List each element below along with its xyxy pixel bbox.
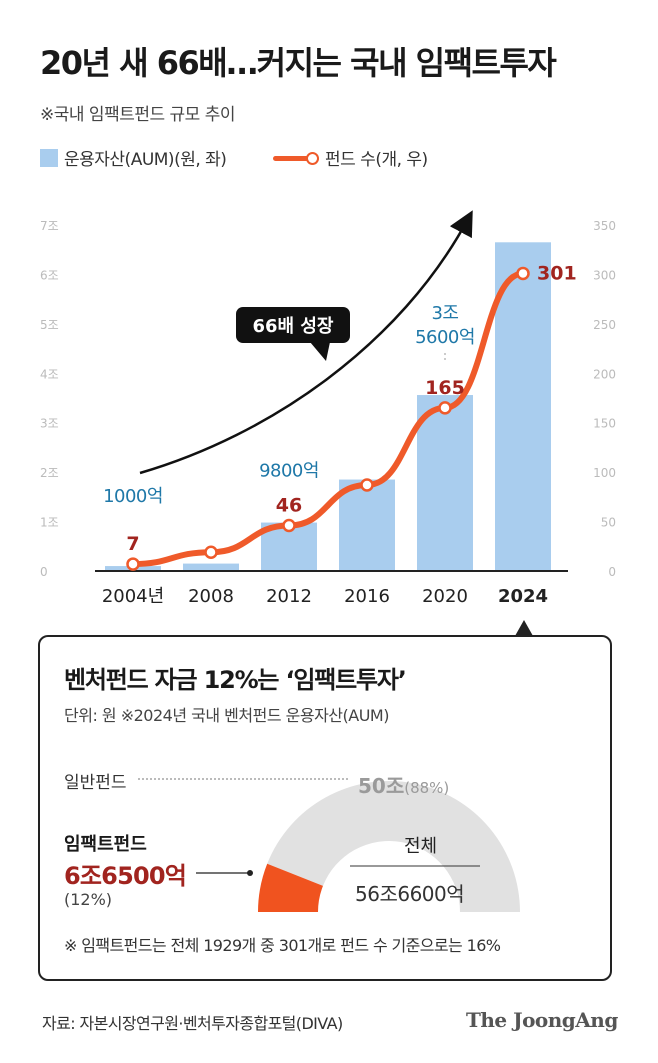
left-axis-tick: 2조 <box>40 466 59 480</box>
fund-growth-chart: 0 1조 2조 3조 4조 5조 6조 7조 0 50 100 150 200 250 300 350 66배 … <box>40 195 616 607</box>
left-axis-tick: 3조 <box>40 417 59 431</box>
legend-aum: 운용자산(AUM)(원, 좌) <box>40 145 227 170</box>
left-axis-tick: 1조 <box>40 516 59 530</box>
x-axis-tick: 2016 <box>344 586 390 607</box>
left-axis-tick: 4조 <box>40 367 59 381</box>
aum-bar <box>339 479 395 571</box>
total-label: 전체 <box>404 836 438 857</box>
right-axis-tick: 350 <box>593 219 616 233</box>
fund-count-label: 165 <box>425 377 465 399</box>
x-axis-tick: 2012 <box>266 586 312 607</box>
aum-bar <box>417 395 473 571</box>
x-axis-tick: 2024 <box>498 586 548 607</box>
aum-bar <box>495 242 551 572</box>
panel-footnote: ※ 임팩트펀드는 전체 1929개 중 301개로 펀드 수 기준으로는 16% <box>64 936 501 955</box>
gauge-impact-slice <box>258 863 323 912</box>
fund-count-point <box>360 478 374 492</box>
impact-leader-dot <box>247 870 253 876</box>
annotation-text: 66배 성장 <box>253 316 334 337</box>
total-value: 56조6600억 <box>355 882 465 906</box>
fund-count-point <box>438 401 452 415</box>
aum-label: 3조 5600억 <box>415 303 475 348</box>
aum-bar <box>183 563 239 571</box>
fund-count-label: 46 <box>276 495 302 517</box>
brand-logo: The JoongAng <box>466 1008 618 1032</box>
aum-label: 1000억 <box>103 486 163 507</box>
legend-count: 펀드 수(개, 우) <box>273 145 428 170</box>
impact-fund-value: 6조6500억 <box>64 862 187 890</box>
page-title: 20년 새 66배…커지는 국내 임팩트투자 <box>40 44 557 82</box>
fund-count-label: 7 <box>126 533 139 555</box>
fund-count-point <box>126 557 140 571</box>
x-axis-tick: 2020 <box>422 586 468 607</box>
left-axis-tick: 6조 <box>40 268 59 282</box>
fund-count-point <box>282 518 296 533</box>
legend-count-label: 펀드 수(개, 우) <box>325 150 428 170</box>
left-axis-tick: 5조 <box>40 318 59 332</box>
right-axis-tick: 150 <box>593 417 616 431</box>
right-axis-tick: 100 <box>593 466 616 480</box>
fund-count-point <box>204 545 218 559</box>
panel-unit-note: 단위: 원 ※2024년 국내 벤처펀드 운용자산(AUM) <box>64 706 389 725</box>
x-axis-tick: 2008 <box>188 586 234 607</box>
impact-fund-label: 임팩트펀드 <box>64 834 147 855</box>
aum-label: 9800억 <box>259 461 319 482</box>
legend-aum-label: 운용자산(AUM)(원, 좌) <box>64 150 227 170</box>
chart-subtitle: ※국내 임팩트펀드 규모 추이 <box>40 105 236 125</box>
general-fund-label: 일반펀드 <box>64 773 127 793</box>
legend-line-swatch <box>273 150 319 166</box>
right-axis-tick: 200 <box>593 367 616 381</box>
source-note: 자료: 자본시장연구원·벤처투자종합포털(DIVA) <box>42 1014 343 1033</box>
right-axis-tick: 50 <box>601 516 616 530</box>
right-axis-tick: 300 <box>593 268 616 282</box>
panel-title: 벤처펀드 자금 12%는 ‘임팩트투자’ <box>64 666 407 694</box>
right-axis-tick: 250 <box>593 318 616 332</box>
gauge-general-slice <box>267 781 520 912</box>
left-axis-tick: 0 <box>40 565 48 579</box>
general-fund-value: 50조(88%) <box>358 770 449 799</box>
legend-bar-swatch <box>40 148 58 167</box>
impact-fund-percent: (12%) <box>64 890 113 909</box>
general-fund-amount: 50조 <box>358 774 405 798</box>
fund-count-point <box>516 266 530 281</box>
annotation-bubble <box>236 307 350 343</box>
general-fund-percent: (88%) <box>404 779 450 797</box>
left-axis-tick: 7조 <box>40 219 59 233</box>
right-axis-tick: 0 <box>608 565 616 579</box>
pointer-arrow <box>515 620 533 636</box>
annotation-bubble-tail <box>310 342 330 361</box>
x-axis-tick: 2004년 <box>102 586 164 607</box>
growth-arrow <box>139 210 473 475</box>
fund-count-label: 301 <box>537 262 577 284</box>
